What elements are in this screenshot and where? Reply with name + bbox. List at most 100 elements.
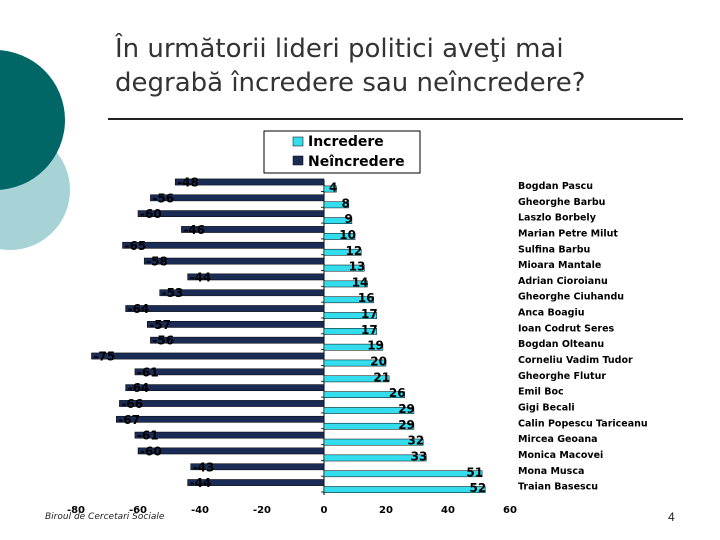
- bar-incredere: [323, 422, 415, 430]
- data-label-incredere: 14: [352, 275, 369, 289]
- bar-incredere: [323, 407, 415, 414]
- title-line-2: degrabă încredere sau neîncredere?: [115, 68, 586, 98]
- bar-incredere: [323, 486, 486, 493]
- data-label-incredere: 51: [466, 465, 483, 479]
- data-label-neincredere: -43: [193, 460, 215, 474]
- bar-neincredere: [116, 415, 325, 423]
- data-label-neincredere: -60: [140, 207, 162, 221]
- category-label: Mircea Geoana: [518, 434, 598, 445]
- bar-neincredere: [122, 241, 325, 249]
- bar-incredere: [323, 359, 387, 367]
- legend-swatch-neincredere: [292, 155, 304, 166]
- data-label-neincredere: -64: [128, 302, 150, 316]
- title-line-1: În următorii lideri politici aveţi mai: [115, 34, 564, 64]
- data-label-incredere: 52: [469, 481, 486, 495]
- category-label: Gheorghe Barbu: [518, 197, 605, 208]
- slide-title: În următorii lideri politici aveţi mai d…: [115, 32, 695, 100]
- bar-neincredere: [134, 431, 325, 439]
- bar-neincredere: [137, 210, 325, 217]
- category-label: Mioara Mantale: [518, 260, 601, 271]
- data-label-incredere: 29: [398, 402, 415, 416]
- category-label: Traian Basescu: [518, 482, 598, 493]
- bar-neincredere: [125, 305, 325, 312]
- category-label: Monica Macovei: [518, 450, 603, 461]
- bar-neincredere: [91, 352, 325, 360]
- bar-neincredere: [137, 447, 325, 455]
- footer-source: Biroul de Cercetari Sociale: [45, 512, 165, 522]
- data-label-neincredere: -75: [94, 350, 116, 364]
- data-label-incredere: 17: [361, 323, 378, 337]
- data-label-neincredere: -48: [177, 176, 199, 190]
- bar-neincredere: [187, 273, 325, 281]
- x-tick-label: 20: [379, 505, 393, 516]
- data-label-neincredere: -61: [137, 365, 159, 379]
- data-label-incredere: 29: [398, 418, 415, 432]
- data-label-incredere: 20: [370, 355, 387, 369]
- category-label: Sulfina Barbu: [518, 244, 590, 255]
- data-label-incredere: 9: [345, 212, 353, 226]
- data-label-neincredere: -67: [118, 413, 140, 427]
- bar-incredere: [323, 201, 350, 209]
- x-tick-label: -60: [129, 505, 147, 516]
- data-label-incredere: 16: [358, 291, 375, 305]
- legend-box: [263, 130, 421, 174]
- category-label: Emil Boc: [518, 387, 564, 398]
- bar-incredere: [323, 454, 427, 462]
- bar-neincredere: [147, 321, 325, 328]
- x-tick-label: 0: [321, 505, 328, 516]
- data-label-incredere: 8: [341, 196, 349, 210]
- bar-incredere: [323, 312, 377, 319]
- data-label-incredere: 10: [339, 228, 356, 242]
- data-label-neincredere: -57: [149, 318, 171, 332]
- bar-incredere: [323, 375, 390, 383]
- data-label-neincredere: -60: [140, 444, 162, 458]
- bar-neincredere: [187, 479, 325, 486]
- data-label-incredere: 33: [411, 449, 428, 463]
- category-label: Marian Petre Milut: [518, 228, 618, 239]
- bar-incredere: [323, 264, 365, 272]
- data-label-neincredere: -46: [183, 223, 205, 237]
- legend-label-incredere: Increderе: [308, 134, 384, 150]
- bar-incredere: [323, 248, 362, 256]
- bar-incredere: [323, 438, 424, 446]
- bar-incredere: [323, 296, 374, 304]
- slide-decoration: [0, 0, 120, 300]
- bar-incredere: [323, 343, 384, 351]
- legend-swatch-incredere: [292, 136, 304, 147]
- category-label: Bogdan Pascu: [518, 181, 593, 192]
- data-label-incredere: 12: [345, 244, 362, 258]
- category-label: Adrian Cioroianu: [518, 276, 608, 287]
- bar-neincredere: [150, 336, 325, 344]
- data-label-neincredere: -56: [152, 191, 174, 205]
- bar-incredere: [323, 280, 368, 288]
- data-label-neincredere: -44: [190, 476, 212, 490]
- bar-neincredere: [143, 257, 325, 265]
- bar-neincredere: [150, 194, 325, 202]
- data-label-neincredere: -58: [146, 255, 168, 269]
- data-label-incredere: 26: [389, 386, 406, 400]
- bar-incredere: [323, 328, 377, 335]
- data-label-incredere: 4: [329, 181, 337, 195]
- data-label-neincredere: -66: [121, 397, 143, 411]
- bar-neincredere: [181, 226, 325, 233]
- data-label-neincredere: -44: [190, 270, 212, 284]
- category-label: Bogdan Olteanu: [518, 339, 604, 350]
- data-label-incredere: 13: [349, 260, 366, 274]
- bar-incredere: [323, 217, 353, 224]
- data-label-incredere: 17: [361, 307, 378, 321]
- category-label: Mona Musca: [518, 466, 584, 477]
- bar-neincredere: [119, 400, 325, 407]
- category-label: Ioan Codrut Seres: [518, 323, 615, 334]
- data-label-neincredere: -64: [128, 381, 150, 395]
- page-number: 4: [668, 510, 675, 524]
- category-label: Gheorghe Flutur: [518, 371, 606, 382]
- x-tick-label: 40: [441, 505, 455, 516]
- bar-neincredere: [134, 368, 325, 376]
- bar-neincredere: [125, 384, 325, 392]
- category-label: Corneliu Vadim Tudor: [518, 355, 633, 366]
- category-label: Gigi Becali: [518, 402, 575, 413]
- x-tick-label: -20: [253, 505, 271, 516]
- x-tick-label: -80: [67, 505, 85, 516]
- category-label: Laszlo Borbely: [518, 213, 597, 224]
